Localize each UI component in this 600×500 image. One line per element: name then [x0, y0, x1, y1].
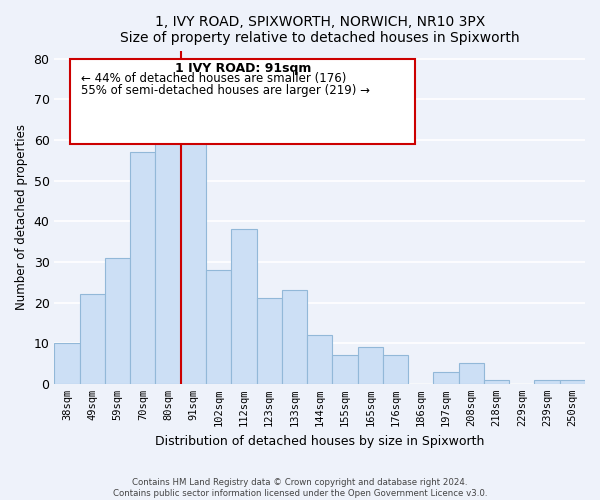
Text: 1 IVY ROAD: 91sqm: 1 IVY ROAD: 91sqm [175, 62, 311, 75]
Bar [155, 136, 181, 384]
Bar [560, 380, 585, 384]
Bar [231, 230, 257, 384]
Bar [484, 380, 509, 384]
Bar [383, 356, 408, 384]
Bar [358, 347, 383, 384]
Bar [282, 290, 307, 384]
Bar [307, 335, 332, 384]
Bar [332, 356, 358, 384]
Bar [130, 152, 155, 384]
Bar [80, 294, 105, 384]
Text: 55% of semi-detached houses are larger (219) →: 55% of semi-detached houses are larger (… [81, 84, 370, 97]
Bar [181, 120, 206, 384]
Y-axis label: Number of detached properties: Number of detached properties [15, 124, 28, 310]
Bar [105, 258, 130, 384]
Bar [55, 343, 80, 384]
X-axis label: Distribution of detached houses by size in Spixworth: Distribution of detached houses by size … [155, 434, 484, 448]
Title: 1, IVY ROAD, SPIXWORTH, NORWICH, NR10 3PX
Size of property relative to detached : 1, IVY ROAD, SPIXWORTH, NORWICH, NR10 3P… [120, 15, 520, 45]
Bar [257, 298, 282, 384]
Bar [535, 380, 560, 384]
Bar [206, 270, 231, 384]
Bar [433, 372, 458, 384]
Text: Contains HM Land Registry data © Crown copyright and database right 2024.
Contai: Contains HM Land Registry data © Crown c… [113, 478, 487, 498]
FancyBboxPatch shape [70, 59, 415, 144]
Bar [458, 364, 484, 384]
Text: ← 44% of detached houses are smaller (176): ← 44% of detached houses are smaller (17… [81, 72, 346, 85]
